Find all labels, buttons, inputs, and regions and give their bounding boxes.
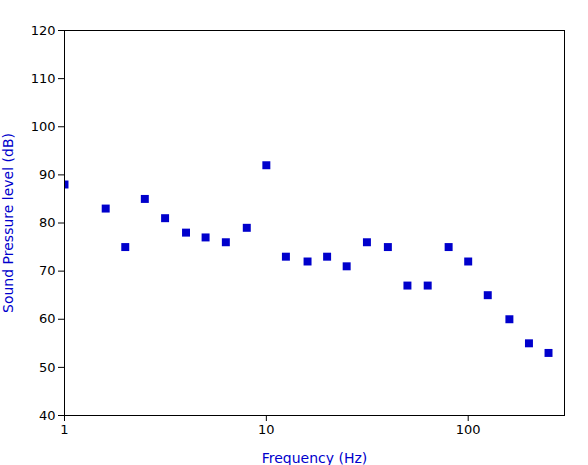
svg-text:70: 70 [39, 263, 56, 278]
svg-text:120: 120 [31, 23, 56, 38]
svg-text:110: 110 [31, 71, 56, 86]
svg-text:60: 60 [39, 311, 56, 326]
svg-text:50: 50 [39, 360, 56, 375]
svg-text:90: 90 [39, 167, 56, 182]
svg-text:Sound Pressure level (dB): Sound Pressure level (dB) [0, 133, 16, 313]
svg-text:100: 100 [456, 422, 481, 437]
svg-text:80: 80 [39, 215, 56, 230]
svg-text:1: 1 [60, 422, 68, 437]
svg-text:40: 40 [39, 408, 56, 423]
svg-text:100: 100 [31, 119, 56, 134]
svg-text:Frequency (Hz): Frequency (Hz) [262, 450, 368, 465]
svg-text:10: 10 [258, 422, 275, 437]
